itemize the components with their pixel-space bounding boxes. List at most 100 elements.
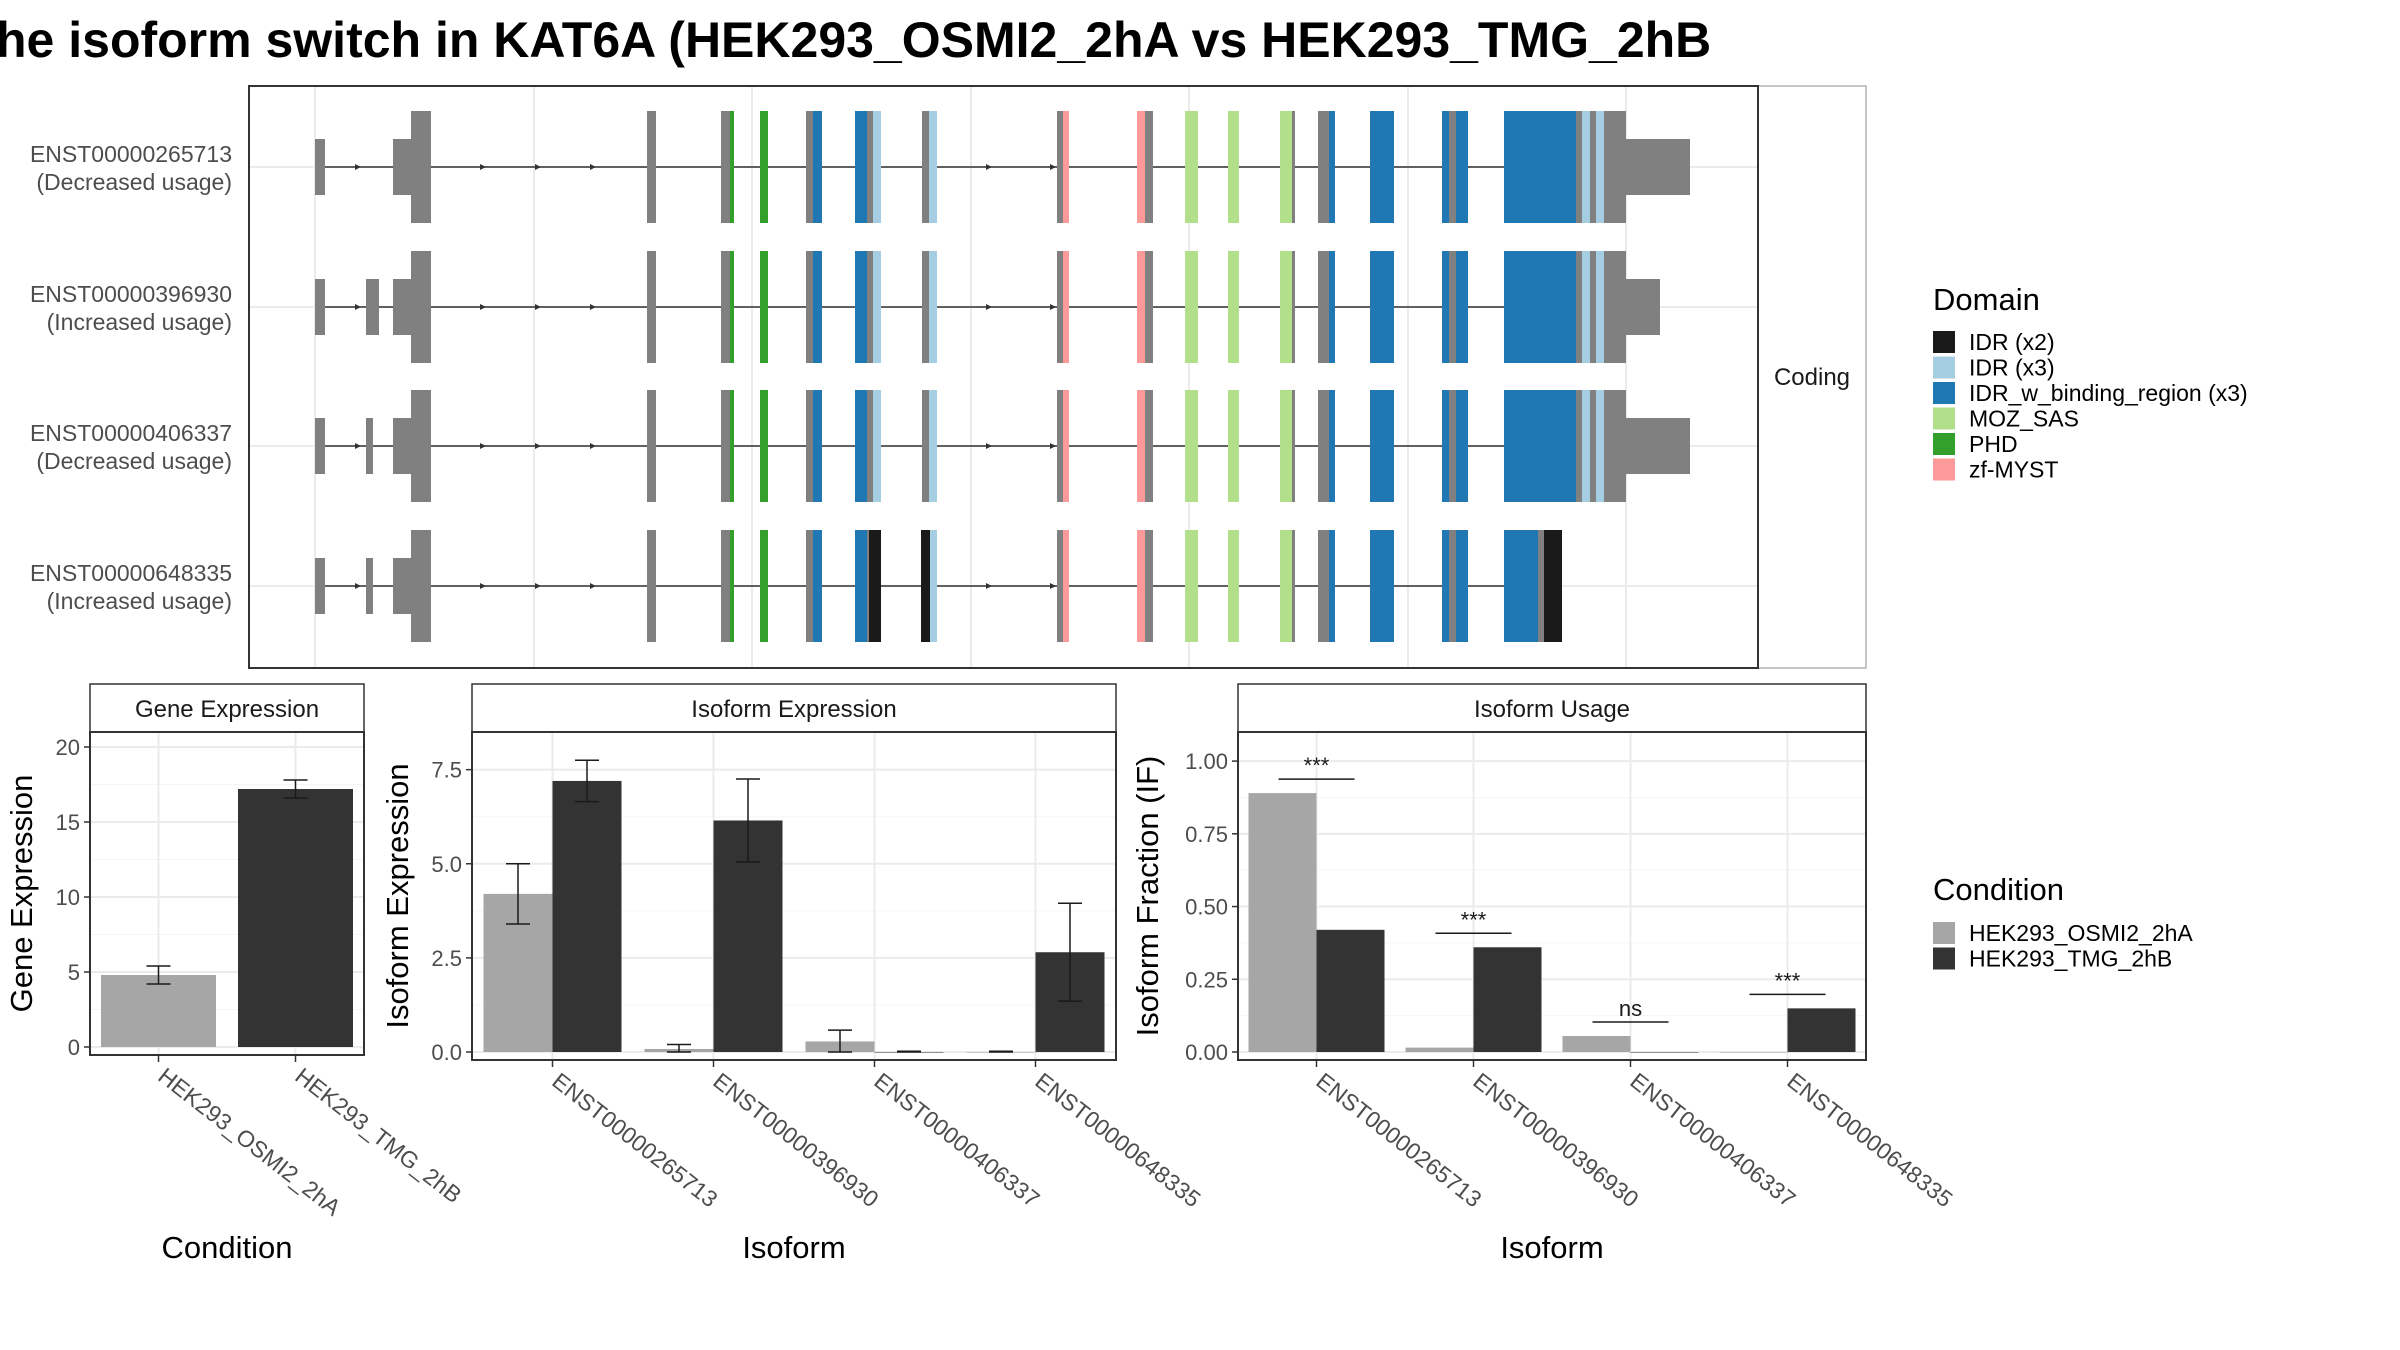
- coding-exon: [1280, 530, 1292, 642]
- domain-legend: Domain IDR (x2)IDR (x3)IDR_w_binding_regi…: [1933, 282, 2248, 483]
- strand-arrow: [355, 583, 361, 589]
- bar: [1562, 1036, 1631, 1052]
- coding-exon: [1063, 111, 1069, 223]
- coding-exon: [411, 251, 431, 363]
- coding-exon: [730, 530, 734, 642]
- y-tick-label: 1.00: [1185, 749, 1228, 774]
- coding-exon: [1576, 390, 1582, 502]
- utr-exon: [393, 279, 411, 335]
- y-tick-label: 0.0: [431, 1040, 462, 1065]
- coding-exon: [1370, 390, 1394, 502]
- strand-arrow: [535, 164, 541, 170]
- coding-exon: [1185, 390, 1198, 502]
- utr-exon: [315, 418, 325, 474]
- coding-exon: [1456, 530, 1468, 642]
- coding-exon: [1145, 111, 1153, 223]
- coding-exon: [1449, 390, 1456, 502]
- significance-label: ***: [1775, 968, 1801, 993]
- coding-exon: [855, 251, 867, 363]
- bar-chart-panel: Isoform Expression 0.0 2.5 5.0 7.5 ENST000002…: [380, 683, 1206, 1265]
- legend-swatch: [1933, 382, 1955, 404]
- coding-exon: [411, 111, 431, 223]
- strand-arrow: [480, 164, 486, 170]
- coding-exon: [1590, 111, 1596, 223]
- strand-arrow: [355, 164, 361, 170]
- utr-exon: [315, 279, 325, 335]
- x-axis-title: Isoform: [742, 1230, 845, 1265]
- x-tick-label: ENST00000265713: [547, 1067, 722, 1212]
- coding-exon: [1590, 251, 1596, 363]
- strand-arrow: [535, 304, 541, 310]
- coding-exon: [855, 390, 867, 502]
- strand-arrow: [355, 304, 361, 310]
- legend-label: MOZ_SAS: [1969, 406, 2079, 432]
- bar: [1316, 929, 1385, 1052]
- coding-exon: [721, 530, 730, 642]
- coding-exon: [1504, 390, 1576, 502]
- coding-exon: [647, 390, 656, 502]
- coding-exon: [760, 111, 768, 223]
- coding-exon: [1576, 111, 1582, 223]
- legend-label: PHD: [1969, 431, 2018, 457]
- bar: [552, 780, 622, 1052]
- strand-arrow: [480, 443, 486, 449]
- coding-exon: [1576, 251, 1582, 363]
- legend-label: IDR_w_binding_region (x3): [1969, 380, 2248, 406]
- facet-strip: [1757, 85, 1867, 669]
- coding-exon: [1449, 111, 1456, 223]
- y-tick-label: 5: [68, 960, 80, 985]
- coding-exon: [760, 251, 768, 363]
- utr-exon: [366, 418, 373, 474]
- coding-exon: [1504, 251, 1576, 363]
- coding-exon: [760, 530, 768, 642]
- coding-exon: [647, 111, 656, 223]
- coding-exon: [929, 390, 937, 502]
- coding-exon: [1604, 390, 1626, 502]
- strip-label: Isoform Usage: [1474, 696, 1630, 723]
- coding-exon: [813, 530, 822, 642]
- strand-arrow: [1050, 164, 1056, 170]
- y-axis-title: Isoform Expression: [380, 763, 415, 1028]
- bar: [1473, 947, 1542, 1052]
- legend-label: HEK293_TMG_2hB: [1969, 946, 2172, 972]
- coding-exon: [1057, 530, 1063, 642]
- coding-exon: [1057, 251, 1063, 363]
- coding-exon: [730, 251, 734, 363]
- coding-exon: [806, 251, 813, 363]
- strip-label: Coding: [1774, 364, 1850, 391]
- coding-exon: [1370, 111, 1394, 223]
- coding-exon: [806, 530, 813, 642]
- transcript-label: ENST00000406337: [30, 420, 232, 446]
- legend-title: Domain: [1933, 282, 2040, 317]
- coding-exon: [813, 251, 822, 363]
- coding-exon: [1228, 251, 1239, 363]
- strand-arrow: [986, 164, 992, 170]
- coding-exon: [855, 530, 867, 642]
- coding-exon: [1329, 251, 1335, 363]
- strand-arrow: [1050, 443, 1056, 449]
- coding-exon: [1228, 530, 1239, 642]
- x-axis-title: Isoform: [1500, 1230, 1603, 1265]
- coding-exon: [1292, 251, 1295, 363]
- bar: [1630, 1052, 1699, 1053]
- coding-exon: [1538, 530, 1544, 642]
- coding-exon: [1504, 111, 1576, 223]
- y-tick-label: 0.75: [1185, 822, 1228, 847]
- coding-exon: [873, 111, 881, 223]
- usage-label: (Increased usage): [47, 588, 232, 614]
- strip-label: Gene Expression: [135, 696, 319, 723]
- coding-exon: [1057, 111, 1063, 223]
- coding-exon: [867, 251, 873, 363]
- significance-label: ***: [1304, 753, 1330, 778]
- coding-exon: [1137, 111, 1145, 223]
- coding-exon: [1185, 251, 1198, 363]
- y-tick-label: 15: [56, 810, 80, 835]
- coding-exon: [1590, 390, 1596, 502]
- coding-exon: [1329, 390, 1335, 502]
- strand-arrow: [1050, 304, 1056, 310]
- coding-exon: [1442, 530, 1449, 642]
- x-tick-label: ENST00000396930: [708, 1067, 883, 1212]
- page-title: he isoform switch in KAT6A (HEK293_OSMI2…: [0, 12, 1711, 68]
- coding-exon: [922, 390, 929, 502]
